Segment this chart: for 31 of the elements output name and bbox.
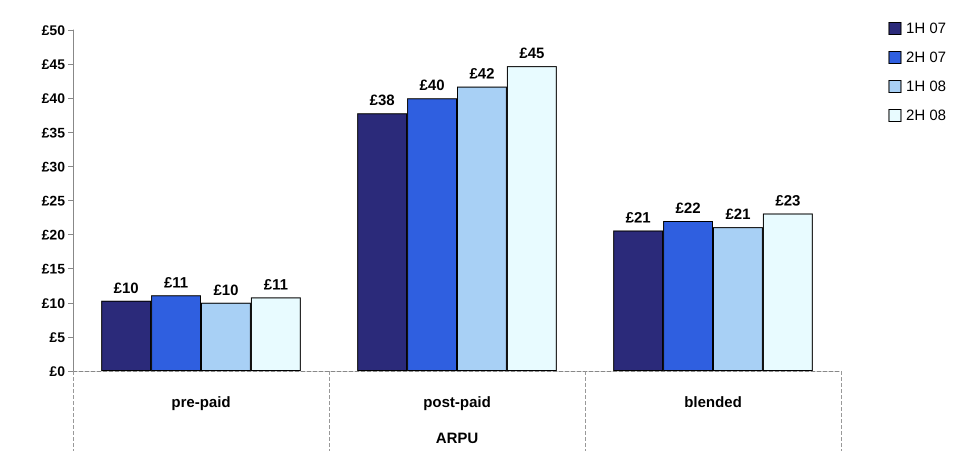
x-axis-title: ARPU [436,430,478,447]
data-label: £38 [370,92,395,110]
y-tick-label: £5 [49,328,66,345]
x-tick-label: post-paid [423,394,491,411]
y-tick-label: £35 [42,124,66,140]
y-tick-label: £10 [42,294,66,311]
y-tick-label: £25 [42,192,66,208]
data-label: £11 [264,276,288,294]
y-tick-label: £40 [42,90,66,106]
y-tick-label: £15 [42,260,66,277]
x-tick-label: pre-paid [171,394,231,411]
data-label: £10 [213,282,238,299]
y-tick-label: £45 [42,56,66,72]
x-tick-label: blended [684,394,742,411]
legend-label: 2H 07 [906,49,946,66]
legend-label: 1H 08 [906,78,946,95]
legend-label: 1H 07 [906,20,946,37]
y-tick-label: £0 [49,363,66,379]
y-tick-label: £30 [42,158,66,174]
data-label: £10 [114,280,139,297]
data-label: £23 [775,192,800,210]
data-label: £11 [164,274,188,292]
data-label: £22 [676,200,701,217]
y-tick-label: £20 [42,226,66,243]
y-tick-label: £50 [42,22,66,38]
data-label: £21 [626,210,651,227]
data-label: £21 [725,206,750,224]
data-label: £45 [519,45,544,62]
data-label: £40 [420,77,445,94]
data-label: £42 [469,66,494,83]
legend-label: 2H 08 [906,107,946,124]
